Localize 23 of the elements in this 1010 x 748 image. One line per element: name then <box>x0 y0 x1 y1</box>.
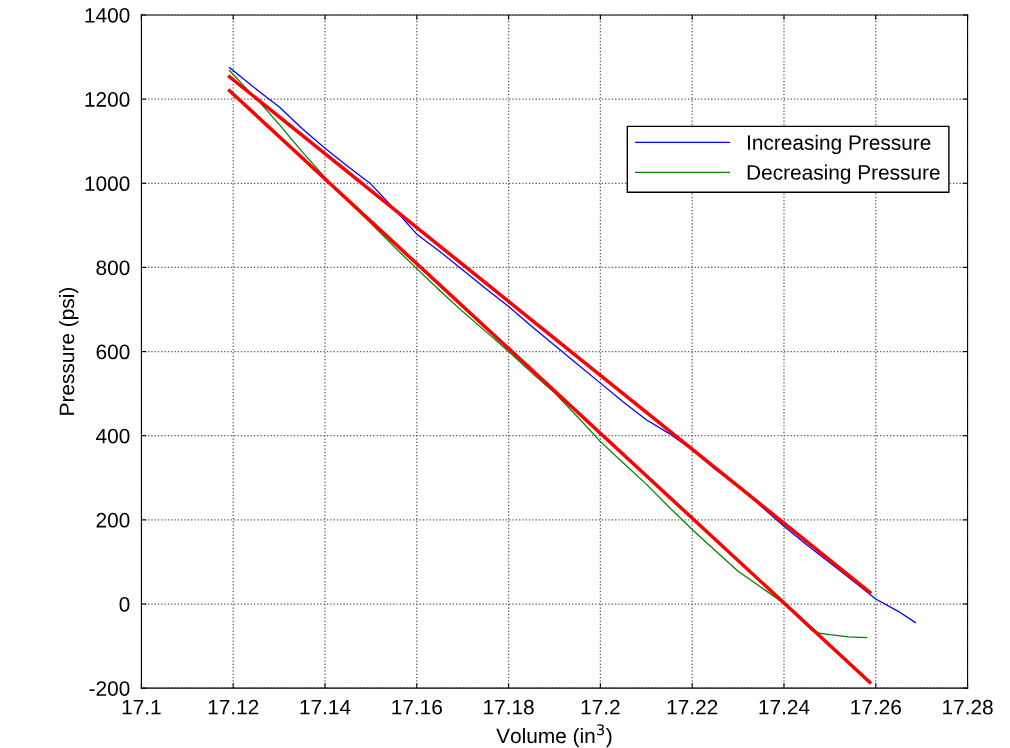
x-tick-label: 17.16 <box>392 699 442 715</box>
y-tick-label: 1200 <box>85 92 130 107</box>
y-tick-label: 1400 <box>85 7 130 23</box>
y-tick-label: 1000 <box>85 176 130 192</box>
x-tick-label: 17.2 <box>581 699 620 715</box>
x-tick-label: 17.14 <box>300 700 351 715</box>
y-tick-label: 600 <box>96 344 130 360</box>
y-tick-label: 200 <box>96 512 130 528</box>
legend-label: Decreasing Pressure <box>747 164 940 184</box>
x-tick-label: 17.26 <box>851 699 901 715</box>
x-tick-label: 17.28 <box>943 699 993 715</box>
y-tick-label: 0 <box>119 597 130 612</box>
y-axis-title: Pressure (psi) <box>58 288 79 415</box>
y-tick-label: 400 <box>96 428 130 444</box>
x-tick-label: 17.12 <box>208 699 259 715</box>
x-tick-label: 17.24 <box>759 699 810 715</box>
legend-label: Increasing Pressure <box>747 134 931 155</box>
x-tick-label: 17.1 <box>122 700 161 715</box>
y-tick-label: 800 <box>96 260 130 276</box>
y-tick-label: -200 <box>89 681 130 696</box>
x-axis-title: Volume (in$^{3}$) <box>496 724 612 748</box>
x-tick-label: 17.18 <box>484 699 534 715</box>
x-tick-label: 17.22 <box>667 699 718 715</box>
